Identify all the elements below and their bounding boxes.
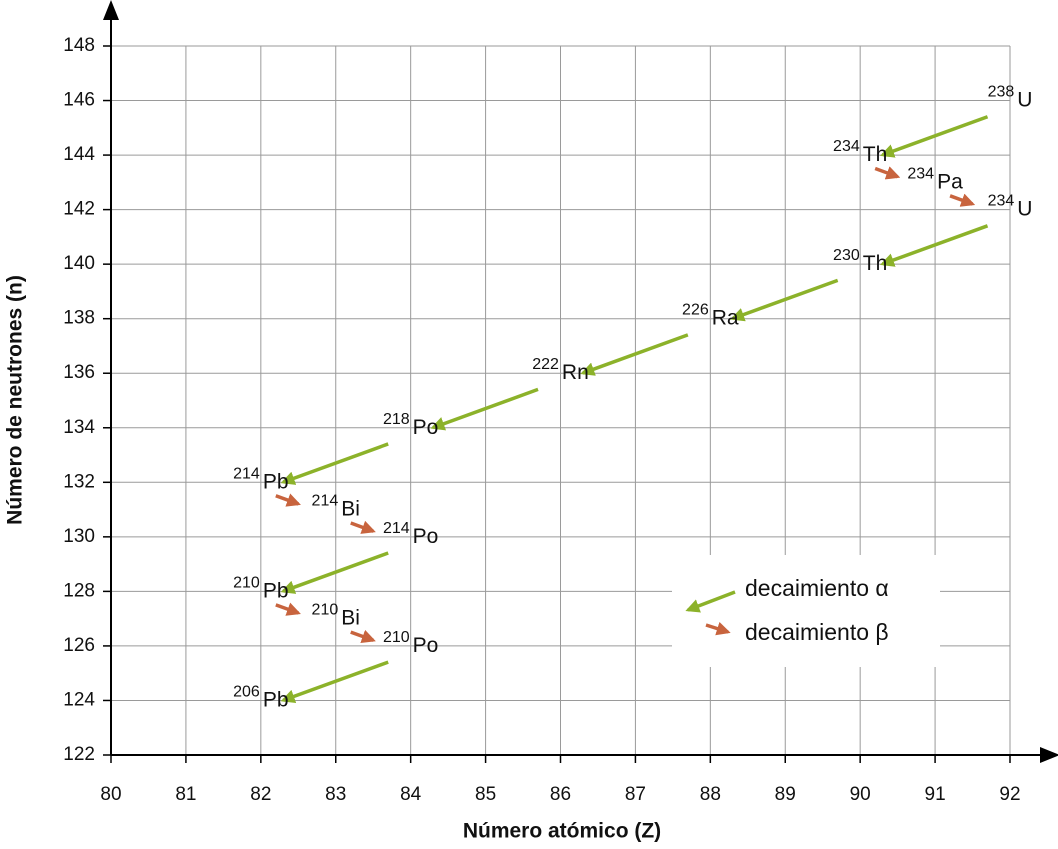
- element-symbol: Pb: [263, 688, 289, 711]
- mass-number: 222: [532, 356, 559, 373]
- alpha-arrow: [880, 115, 989, 158]
- x-tick-label: 89: [775, 784, 796, 805]
- mass-number: 214: [233, 466, 260, 483]
- y-tick-label: 128: [63, 580, 95, 601]
- nuclide-label: 210 Po: [383, 629, 438, 656]
- y-tick-label: 146: [63, 90, 95, 111]
- beta-arrow: [350, 520, 376, 534]
- y-tick-label: 144: [63, 144, 95, 165]
- legend-marker: [685, 590, 736, 613]
- y-tick-label: 142: [63, 199, 95, 220]
- x-tick-label: 81: [175, 784, 196, 805]
- nuclide-label: 214 Bi: [312, 493, 360, 520]
- x-axis-title: Número atómico (Z): [463, 820, 661, 843]
- x-tick-label: 80: [100, 784, 121, 805]
- nuclide-label: 218 Po: [383, 411, 438, 438]
- y-tick-label: 132: [63, 471, 95, 492]
- beta-arrow: [275, 493, 301, 507]
- mass-number: 230: [833, 247, 860, 264]
- element-symbol: Po: [413, 633, 439, 656]
- y-axis-title: Número de neutrones (n): [4, 275, 27, 525]
- y-tick-label: 126: [63, 635, 95, 656]
- x-tick-label: 87: [625, 784, 646, 805]
- y-tick-label: 122: [63, 744, 95, 765]
- x-tick-label: 88: [700, 784, 721, 805]
- x-tick-label: 84: [400, 784, 422, 805]
- legend: decaimiento α decaimiento β: [672, 555, 940, 667]
- mass-number: 210: [383, 629, 410, 646]
- nuclide-label: 210 Pb: [233, 575, 288, 602]
- element-symbol: Th: [863, 143, 888, 166]
- x-tick-label: 92: [999, 784, 1020, 805]
- element-symbol: Po: [413, 524, 439, 547]
- arrows: [275, 115, 989, 704]
- mass-number: 214: [312, 493, 339, 510]
- element-symbol: Pb: [263, 470, 289, 493]
- y-tick-label: 148: [63, 35, 95, 56]
- mass-number: 210: [233, 575, 260, 592]
- nuclide-label: 222 Rn: [532, 356, 589, 383]
- alpha-arrow: [430, 387, 539, 431]
- y-tick-label: 134: [63, 417, 95, 438]
- y-tick-label: 130: [63, 526, 95, 547]
- element-symbol: Pb: [263, 579, 289, 602]
- x-tick-label: 82: [250, 784, 271, 805]
- element-symbol: Rn: [562, 361, 589, 384]
- nuclide-label: 234 U: [988, 193, 1033, 220]
- element-symbol: Bi: [341, 497, 360, 520]
- nuclide-label: 238 U: [988, 84, 1033, 111]
- mass-number: 234: [907, 166, 934, 183]
- mass-number: 234: [833, 138, 860, 155]
- legend-label: decaimiento α: [745, 575, 889, 601]
- legend-label: decaimiento β: [745, 619, 889, 645]
- alpha-arrow: [280, 551, 389, 594]
- legend-marker: [705, 621, 731, 636]
- element-symbol: Bi: [341, 606, 360, 629]
- x-tick-label: 90: [850, 784, 871, 805]
- mass-number: 226: [682, 302, 709, 319]
- beta-arrow: [275, 602, 301, 616]
- legend-box: [672, 555, 940, 667]
- beta-arrow: [874, 166, 901, 180]
- x-tick-label: 85: [475, 784, 496, 805]
- alpha-arrow: [730, 278, 839, 322]
- mass-number: 218: [383, 411, 410, 428]
- x-tick-label: 86: [550, 784, 571, 805]
- beta-arrow: [350, 629, 376, 644]
- mass-number: 234: [988, 193, 1015, 210]
- nuclide-label: 226 Ra: [682, 302, 739, 329]
- y-tick-label: 124: [63, 689, 95, 710]
- x-tick-label: 83: [325, 784, 346, 805]
- element-symbol: Ra: [712, 306, 739, 329]
- nuclide-label: 234 Th: [833, 138, 887, 165]
- x-tick-label: 91: [925, 784, 946, 805]
- element-symbol: U: [1017, 197, 1032, 220]
- mass-number: 214: [383, 520, 410, 537]
- element-symbol: Th: [863, 252, 888, 275]
- alpha-arrow: [280, 660, 389, 704]
- element-symbol: Po: [413, 415, 439, 438]
- nuclide-label: 214 Po: [383, 520, 438, 547]
- alpha-arrow: [580, 333, 689, 376]
- y-tick-label: 140: [63, 253, 95, 274]
- alpha-arrow: [880, 224, 989, 267]
- nuclide-label: 206 Pb: [233, 684, 288, 711]
- mass-number: 238: [988, 84, 1015, 101]
- nuclide-label: 214 Pb: [233, 466, 288, 493]
- y-tick-label: 136: [63, 362, 95, 383]
- element-symbol: U: [1017, 88, 1032, 111]
- y-tick-label: 138: [63, 308, 95, 329]
- mass-number: 206: [233, 684, 260, 701]
- beta-arrow: [949, 193, 976, 207]
- alpha-arrow: [280, 442, 389, 485]
- nuclide-label: 210 Bi: [312, 602, 360, 629]
- nuclide-label: 234 Pa: [907, 166, 963, 193]
- element-symbol: Pa: [937, 170, 963, 193]
- nuclide-label: 230 Th: [833, 247, 887, 274]
- mass-number: 210: [312, 602, 339, 619]
